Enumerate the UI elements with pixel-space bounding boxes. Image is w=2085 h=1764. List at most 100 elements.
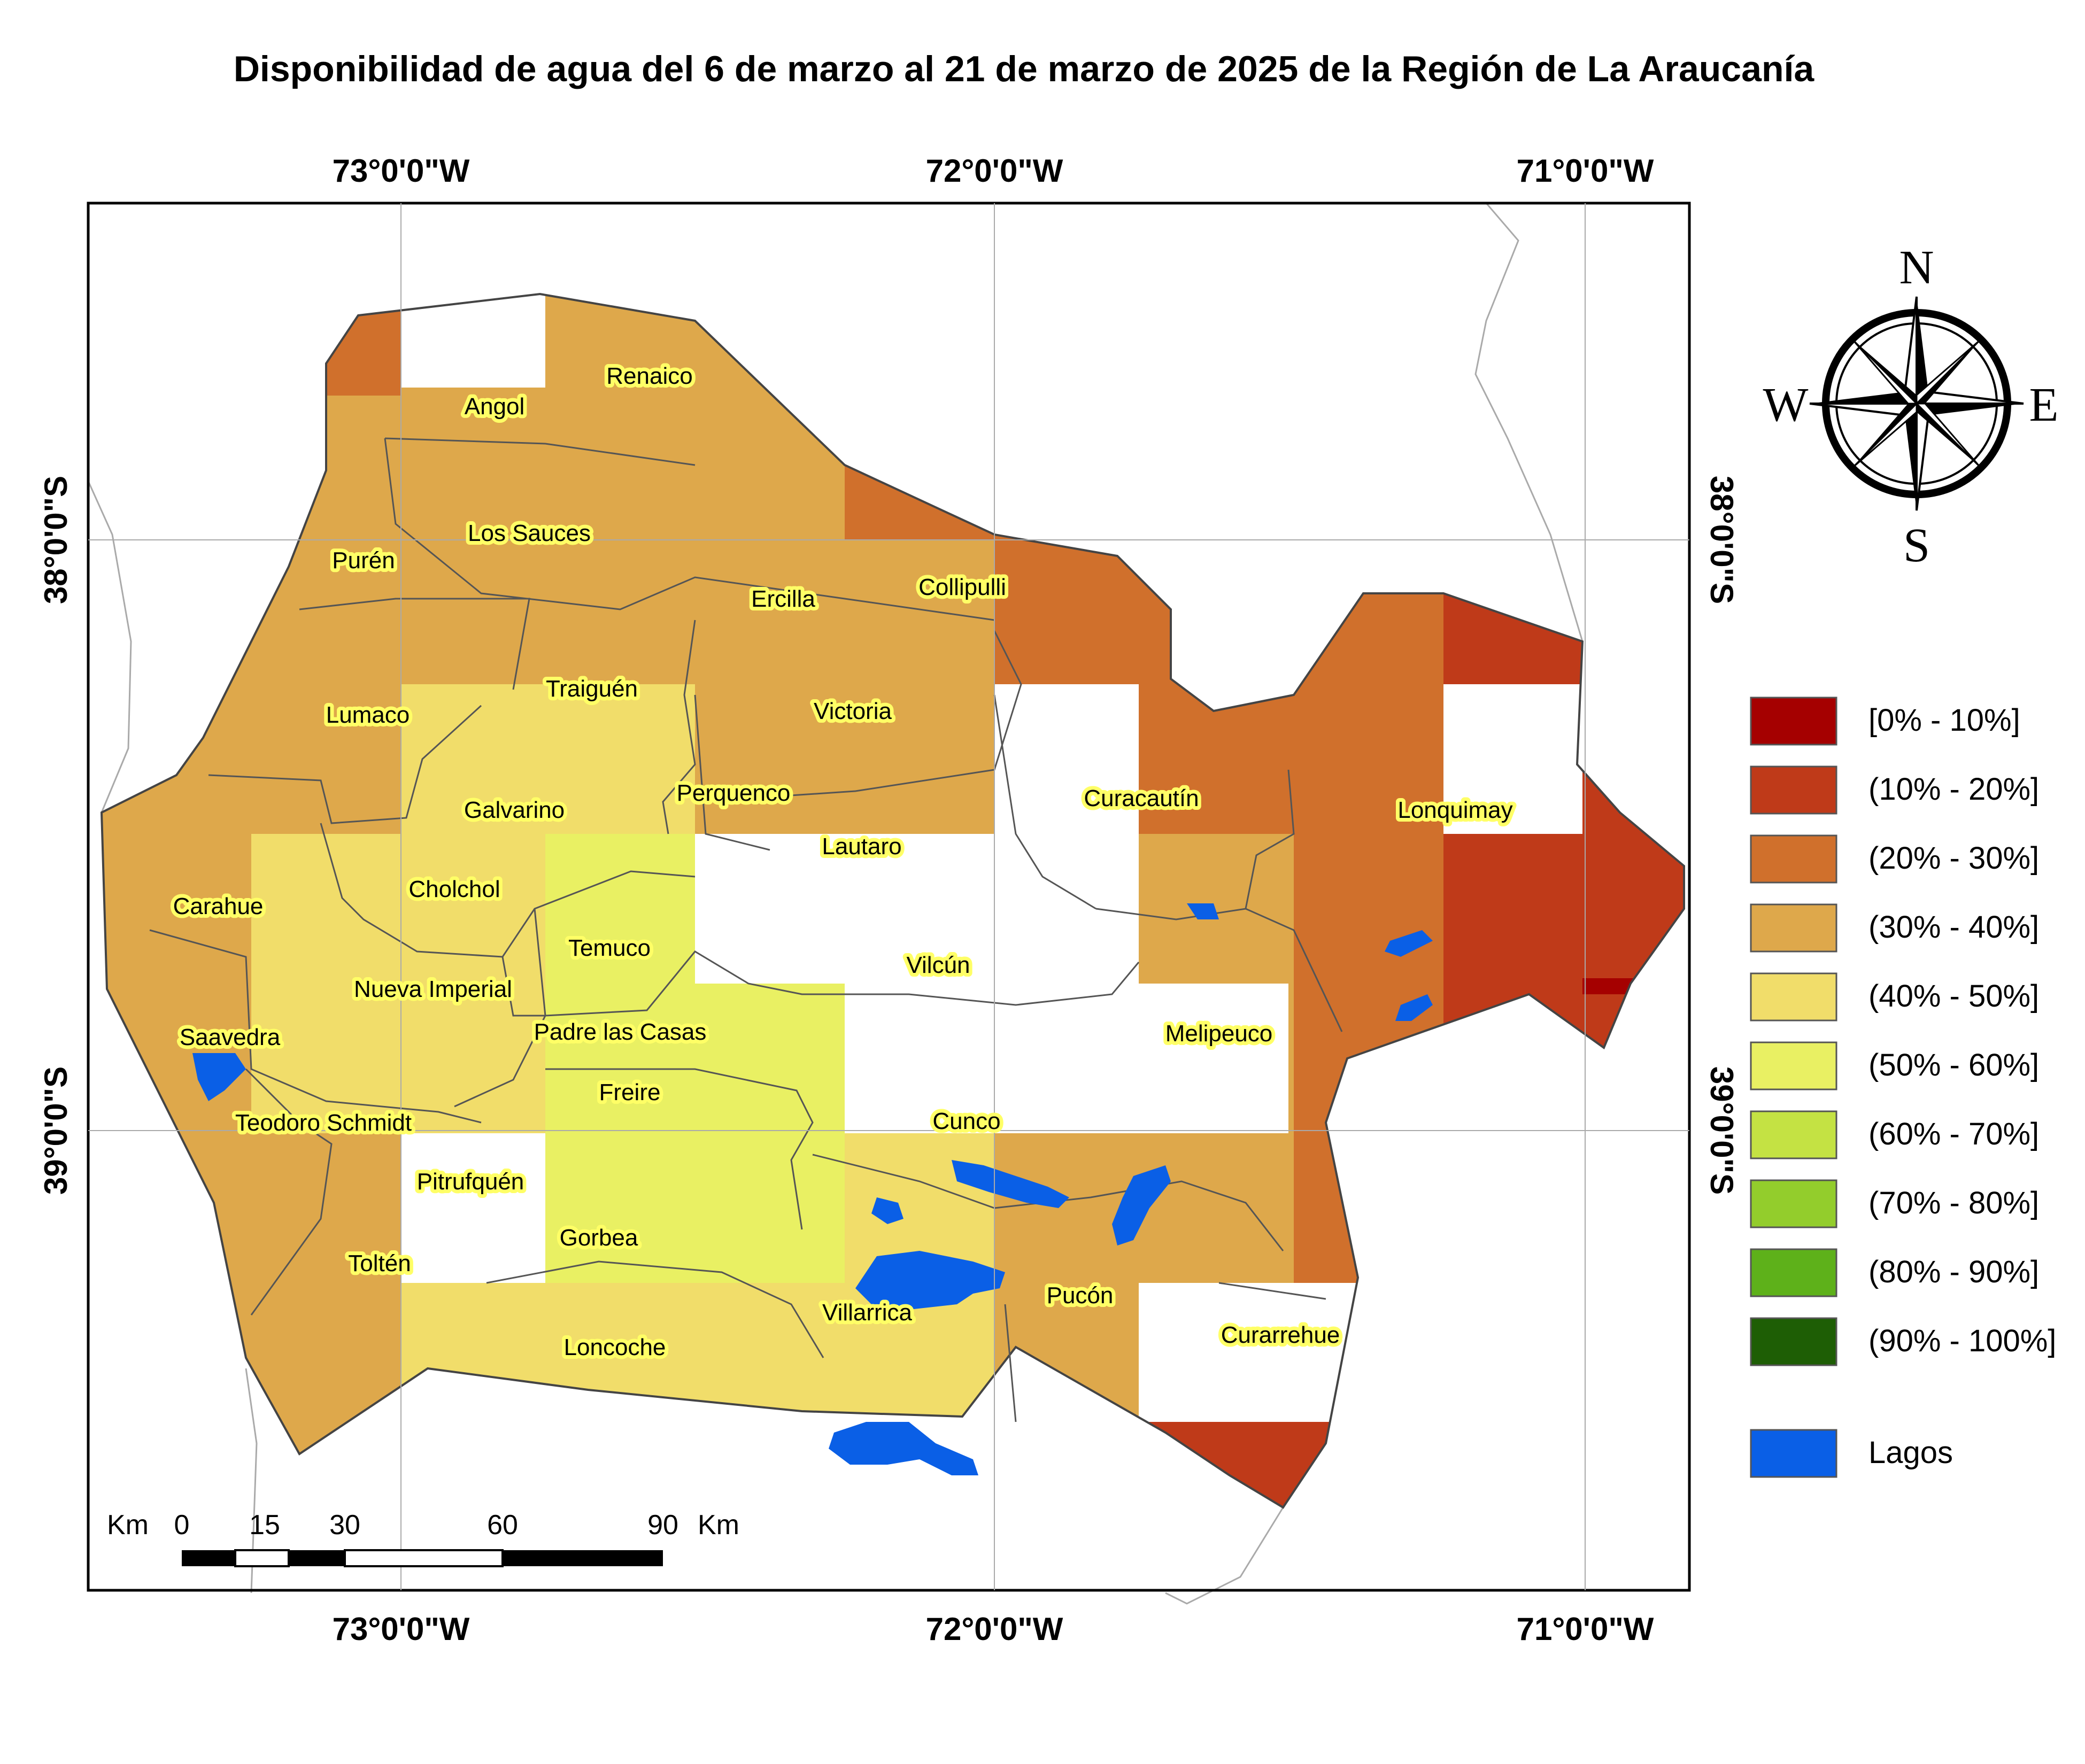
label-lonquimay: Lonquimay bbox=[1397, 797, 1512, 823]
label-ercilla: Ercilla bbox=[751, 586, 815, 612]
label-teodoro-schmidt: Teodoro Schmidt bbox=[235, 1110, 412, 1136]
availability-raster bbox=[102, 294, 1684, 1507]
lon-label-bottom-72: 72°0'0"W bbox=[926, 1611, 1063, 1647]
label-collipulli: Collipulli bbox=[918, 574, 1006, 600]
scale-seg-2 bbox=[234, 1549, 290, 1567]
map-title: Disponibilidad de agua del 6 de marzo al… bbox=[234, 49, 1815, 89]
municipality-labels: Angol Renaico Los Sauces Purén Collipull… bbox=[169, 359, 1517, 1364]
scale-seg-4 bbox=[344, 1549, 504, 1567]
scale-seg-1 bbox=[182, 1550, 235, 1566]
label-los-sauces: Los Sauces bbox=[468, 520, 591, 546]
cell-40-50-cholchol bbox=[251, 834, 545, 1133]
label-lautaro: Lautaro bbox=[822, 833, 901, 860]
label-lumaco: Lumaco bbox=[326, 702, 410, 728]
legend-label-0: [0% - 10%] bbox=[1868, 703, 2020, 738]
compass-n: N bbox=[1899, 241, 1934, 294]
label-curacautin: Curacautín bbox=[1084, 785, 1199, 811]
legend-label-8: (80% - 90%] bbox=[1868, 1255, 2039, 1289]
lake-caburgua bbox=[1112, 1165, 1171, 1245]
legend-swatch-3 bbox=[1750, 903, 1837, 953]
label-cunco: Cunco bbox=[932, 1108, 1000, 1134]
cell-20-30-nw bbox=[315, 299, 401, 396]
lon-label-top-72: 72°0'0"W bbox=[926, 153, 1063, 189]
label-gorbea: Gorbea bbox=[560, 1225, 638, 1251]
label-vilcun: Vilcún bbox=[906, 952, 970, 978]
border-southwest bbox=[245, 1368, 258, 1593]
municipal-boundaries bbox=[149, 437, 1343, 1422]
scale-tick-30: 30 bbox=[329, 1510, 360, 1541]
legend-label-5: (50% - 60%] bbox=[1868, 1048, 2039, 1082]
cell-10-20-south bbox=[1139, 1417, 1363, 1507]
scale-km-left: Km bbox=[107, 1510, 149, 1541]
label-galvarino: Galvarino bbox=[464, 797, 565, 823]
compass-s: S bbox=[1903, 519, 1930, 572]
nodata-lautaro bbox=[695, 834, 1139, 984]
label-tolten: Toltén bbox=[348, 1250, 411, 1276]
legend-swatch-7 bbox=[1750, 1179, 1837, 1228]
compass-star bbox=[1809, 296, 2024, 511]
lake-lonquimay-1 bbox=[1385, 930, 1433, 957]
nodata-melipeuco bbox=[1139, 984, 1288, 1133]
lakes bbox=[192, 903, 1433, 1475]
legend-label-2: (20% - 30%] bbox=[1868, 841, 2039, 876]
legend-label-6: (60% - 70%] bbox=[1868, 1117, 2039, 1151]
label-nueva-imperial: Nueva Imperial bbox=[354, 976, 512, 1002]
legend-label-1: (10% - 20%] bbox=[1868, 772, 2039, 807]
nodata-angol bbox=[401, 294, 545, 388]
legend-swatch-5 bbox=[1750, 1041, 1837, 1090]
lake-villarrica bbox=[855, 1251, 1005, 1310]
legend-label-lakes: Lagos bbox=[1868, 1435, 1953, 1470]
label-perquenco: Perquenco bbox=[677, 780, 791, 806]
nodata-lonquimay bbox=[1443, 684, 1582, 834]
legend-swatch-lakes bbox=[1750, 1429, 1837, 1478]
cell-20-30-collipulli bbox=[994, 535, 1294, 684]
scale-tick-90: 90 bbox=[647, 1510, 678, 1541]
label-freire: Freire bbox=[599, 1079, 661, 1105]
label-traiguen: Traiguén bbox=[546, 676, 638, 702]
region-outline bbox=[100, 292, 1685, 1509]
label-curarrehue: Curarrehue bbox=[1221, 1322, 1340, 1348]
legend-swatch-0 bbox=[1750, 697, 1837, 746]
lake-budi bbox=[192, 1053, 246, 1101]
scale-tick-15: 15 bbox=[249, 1510, 280, 1541]
compass-rose: N S E W bbox=[1763, 241, 2059, 572]
lat-label-left-39: 39°0'0"S bbox=[38, 1066, 74, 1195]
scale-tick-60: 60 bbox=[487, 1510, 518, 1541]
legend-swatch-8 bbox=[1750, 1248, 1837, 1297]
coastline-north bbox=[87, 481, 132, 813]
legend-swatch-9 bbox=[1750, 1317, 1837, 1366]
cell-40-50-traiguen bbox=[401, 684, 695, 839]
label-renaico: Renaico bbox=[606, 363, 692, 389]
legend-label-3: (30% - 40%] bbox=[1868, 910, 2039, 945]
lat-label-right-38: 38°0'0"S bbox=[1704, 476, 1740, 604]
legend-swatch-4 bbox=[1750, 972, 1837, 1022]
compass-e: E bbox=[2029, 378, 2059, 431]
lake-calafquen bbox=[829, 1422, 978, 1475]
cell-50-60-padre-las-casas bbox=[545, 984, 845, 1133]
lake-small-cunco bbox=[871, 1197, 904, 1224]
label-loncoche: Loncoche bbox=[564, 1334, 666, 1360]
legend-swatch-2 bbox=[1750, 834, 1837, 884]
scale-seg-3 bbox=[289, 1550, 345, 1566]
legend-label-7: (70% - 80%] bbox=[1868, 1186, 2039, 1220]
nodata-pitrufquen bbox=[401, 1133, 545, 1283]
nodata-curarrehue bbox=[1139, 1283, 1363, 1422]
label-pitrufquen: Pitrufquén bbox=[417, 1169, 524, 1195]
nodata-curacautin bbox=[994, 684, 1139, 834]
lake-lonquimay-2 bbox=[1395, 994, 1433, 1021]
label-victoria: Victoria bbox=[814, 698, 892, 724]
lake-melipeuco bbox=[1187, 903, 1219, 919]
lake-colico bbox=[952, 1160, 1069, 1208]
scale-seg-5 bbox=[503, 1550, 663, 1566]
cell-50-60-temuco bbox=[545, 834, 695, 984]
frame-border bbox=[87, 202, 1691, 1592]
label-temuco: Temuco bbox=[568, 935, 651, 961]
label-melipeuco: Melipeuco bbox=[1165, 1020, 1273, 1047]
label-saavedra: Saavedra bbox=[180, 1024, 281, 1050]
cell-50-60-freire bbox=[545, 1133, 845, 1283]
label-villarrica: Villarrica bbox=[822, 1299, 912, 1326]
lon-label-top-73: 73°0'0"W bbox=[333, 153, 470, 189]
border-argentina-north bbox=[1474, 203, 1584, 642]
label-puren: Purén bbox=[332, 547, 395, 574]
